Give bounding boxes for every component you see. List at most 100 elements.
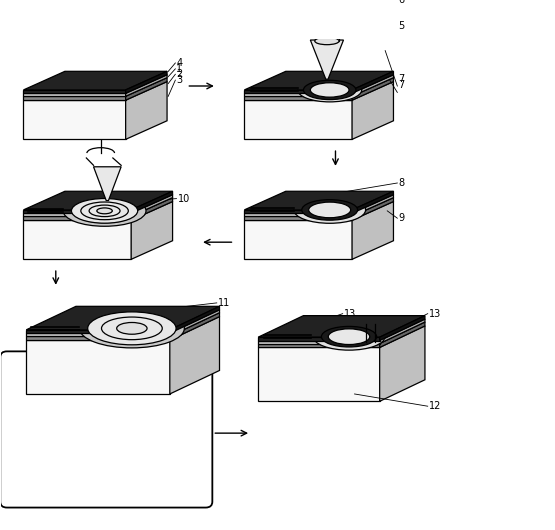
Polygon shape — [23, 201, 173, 220]
Polygon shape — [380, 319, 425, 343]
Polygon shape — [244, 100, 352, 139]
Polygon shape — [125, 82, 167, 139]
Polygon shape — [26, 306, 220, 330]
Polygon shape — [23, 82, 167, 100]
Polygon shape — [23, 78, 167, 96]
Bar — [315, 11, 339, 41]
Ellipse shape — [294, 197, 366, 223]
Polygon shape — [380, 316, 425, 341]
Polygon shape — [125, 72, 167, 93]
Ellipse shape — [310, 83, 349, 97]
Polygon shape — [244, 72, 393, 90]
Polygon shape — [23, 216, 131, 220]
Polygon shape — [170, 306, 220, 333]
Polygon shape — [258, 326, 425, 348]
Polygon shape — [131, 201, 173, 259]
Polygon shape — [131, 191, 173, 213]
Polygon shape — [26, 330, 170, 333]
Text: 5: 5 — [398, 21, 405, 31]
Text: 13: 13 — [429, 308, 441, 319]
Polygon shape — [352, 198, 393, 220]
Polygon shape — [380, 326, 425, 401]
Polygon shape — [170, 310, 220, 336]
Polygon shape — [23, 213, 131, 216]
Text: 7: 7 — [398, 74, 405, 84]
Polygon shape — [23, 191, 173, 210]
Text: 6: 6 — [398, 0, 405, 5]
Polygon shape — [23, 96, 125, 100]
Ellipse shape — [309, 202, 351, 218]
Polygon shape — [23, 100, 125, 139]
FancyBboxPatch shape — [1, 351, 213, 508]
Text: 8: 8 — [398, 178, 405, 188]
Polygon shape — [352, 78, 393, 100]
Ellipse shape — [89, 205, 120, 217]
Polygon shape — [23, 210, 131, 213]
Polygon shape — [23, 72, 167, 90]
Polygon shape — [258, 322, 425, 343]
Polygon shape — [131, 198, 173, 220]
Polygon shape — [244, 220, 352, 259]
Polygon shape — [26, 333, 170, 336]
Polygon shape — [244, 198, 393, 216]
Polygon shape — [244, 75, 393, 93]
Ellipse shape — [63, 196, 146, 226]
Polygon shape — [23, 93, 125, 96]
Text: 12: 12 — [429, 401, 441, 411]
Polygon shape — [244, 96, 352, 100]
Ellipse shape — [117, 322, 147, 334]
Ellipse shape — [97, 208, 112, 214]
Polygon shape — [125, 75, 167, 96]
Polygon shape — [26, 340, 170, 394]
Ellipse shape — [321, 326, 377, 347]
Polygon shape — [244, 191, 393, 210]
Polygon shape — [170, 313, 220, 340]
Text: 2: 2 — [176, 69, 183, 80]
Polygon shape — [131, 195, 173, 216]
Polygon shape — [23, 195, 173, 213]
Polygon shape — [244, 195, 393, 213]
Text: 10: 10 — [178, 193, 190, 204]
Polygon shape — [258, 348, 380, 401]
Polygon shape — [310, 40, 344, 79]
Ellipse shape — [313, 323, 385, 350]
Polygon shape — [244, 78, 393, 96]
Polygon shape — [23, 75, 167, 93]
Polygon shape — [170, 316, 220, 394]
Ellipse shape — [304, 81, 356, 100]
Polygon shape — [244, 82, 393, 100]
Polygon shape — [23, 220, 131, 259]
Polygon shape — [94, 167, 121, 200]
Polygon shape — [244, 93, 352, 96]
Polygon shape — [352, 82, 393, 139]
Ellipse shape — [72, 199, 138, 223]
Ellipse shape — [315, 6, 339, 15]
Ellipse shape — [73, 199, 137, 223]
Polygon shape — [26, 313, 220, 336]
Polygon shape — [352, 72, 393, 93]
Polygon shape — [258, 319, 425, 341]
Polygon shape — [244, 216, 352, 220]
Ellipse shape — [79, 309, 184, 348]
Polygon shape — [258, 341, 380, 343]
Ellipse shape — [82, 202, 128, 219]
Text: 7: 7 — [398, 80, 405, 90]
Ellipse shape — [81, 202, 128, 220]
Polygon shape — [352, 195, 393, 216]
Polygon shape — [26, 310, 220, 333]
Polygon shape — [244, 201, 393, 220]
Polygon shape — [26, 316, 220, 340]
Text: 3: 3 — [176, 75, 183, 85]
Ellipse shape — [302, 200, 357, 220]
Ellipse shape — [297, 78, 362, 102]
Polygon shape — [352, 75, 393, 96]
Polygon shape — [23, 90, 125, 93]
Polygon shape — [258, 316, 425, 337]
Text: 1: 1 — [176, 64, 183, 74]
Ellipse shape — [93, 314, 170, 343]
Polygon shape — [244, 90, 352, 93]
Ellipse shape — [315, 37, 339, 45]
Polygon shape — [258, 337, 380, 341]
Ellipse shape — [102, 317, 162, 340]
Polygon shape — [352, 201, 393, 259]
